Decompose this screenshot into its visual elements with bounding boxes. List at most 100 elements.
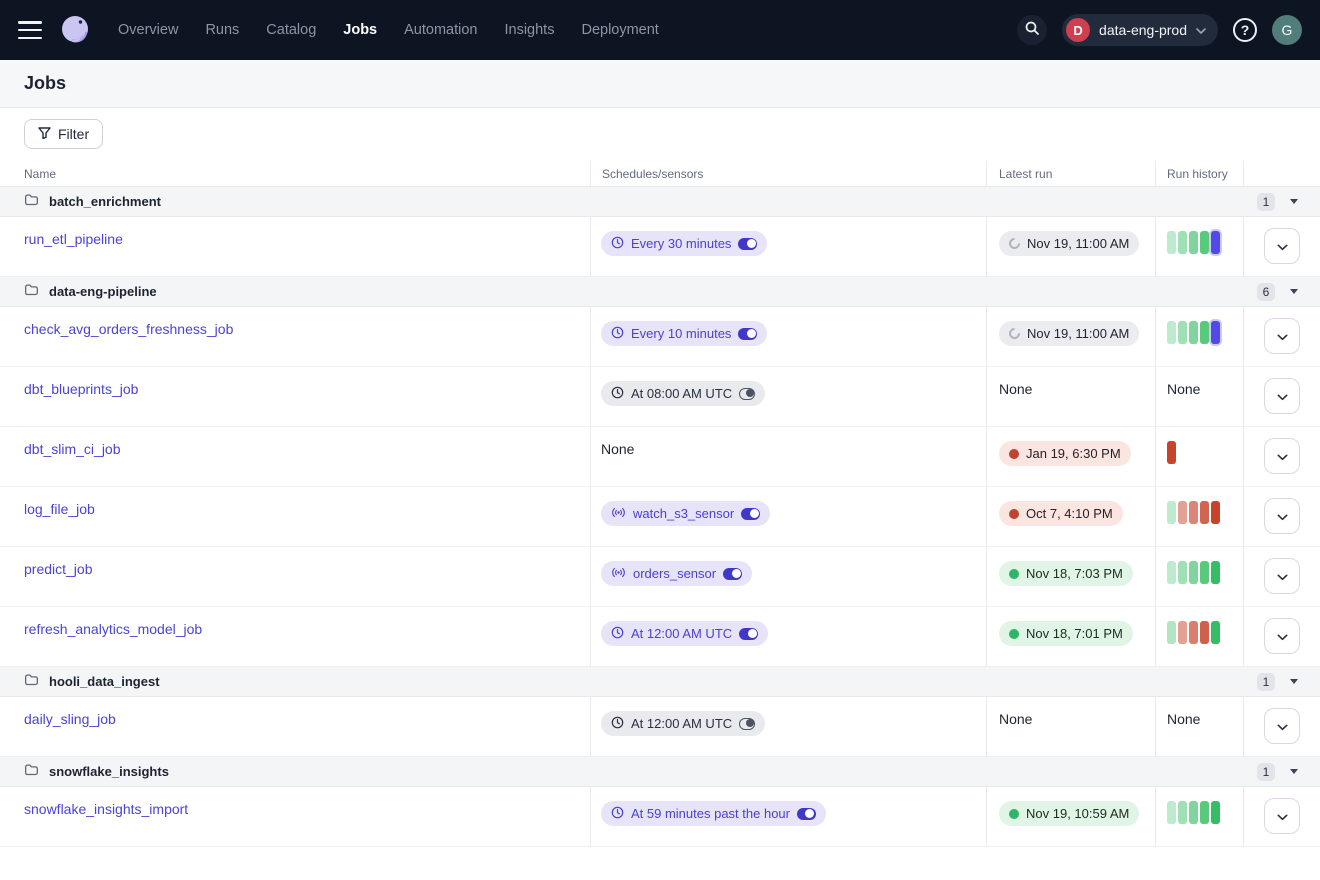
latest-run-chip[interactable]: Nov 18, 7:03 PM [999, 561, 1133, 586]
job-row-predict_job: predict_job orders_sensor Nov 18, 7:03 P… [0, 547, 1320, 607]
group-row-batch_enrichment[interactable]: batch_enrichment 1 [0, 187, 1320, 217]
expand-job-button[interactable] [1264, 618, 1300, 654]
run-history-bar[interactable] [1189, 561, 1198, 584]
run-history-bar[interactable] [1189, 801, 1198, 824]
run-history-bar[interactable] [1178, 561, 1187, 584]
run-history-bar[interactable] [1200, 501, 1209, 524]
job-link[interactable]: log_file_job [24, 501, 95, 517]
menu-icon[interactable] [18, 21, 42, 39]
expand-job-button[interactable] [1264, 498, 1300, 534]
run-history-bar[interactable] [1211, 231, 1220, 254]
nav-item-runs[interactable]: Runs [205, 22, 240, 38]
expand-job-button[interactable] [1264, 228, 1300, 264]
actions-cell [1243, 367, 1320, 426]
job-row-run_etl_pipeline: run_etl_pipeline Every 30 minutes Nov 19… [0, 217, 1320, 277]
run-history-bar[interactable] [1200, 801, 1209, 824]
run-history-bar[interactable] [1189, 231, 1198, 254]
group-row-data-eng-pipeline[interactable]: data-eng-pipeline 6 [0, 277, 1320, 307]
sensor-icon [611, 506, 626, 521]
group-row-snowflake_insights[interactable]: snowflake_insights 1 [0, 757, 1320, 787]
run-history-bar[interactable] [1211, 621, 1220, 644]
job-link[interactable]: dbt_blueprints_job [24, 381, 139, 397]
folder-icon [24, 283, 39, 301]
run-history-bar[interactable] [1167, 501, 1176, 524]
sensor-label: orders_sensor [633, 566, 717, 581]
run-history-cell [1155, 487, 1243, 546]
run-history-bar[interactable] [1167, 561, 1176, 584]
nav-item-insights[interactable]: Insights [504, 22, 555, 38]
job-link[interactable]: daily_sling_job [24, 711, 116, 727]
schedule-chip[interactable]: Every 30 minutes [601, 231, 768, 256]
nav-item-jobs[interactable]: Jobs [343, 22, 378, 38]
deployment-switcher[interactable]: D data-eng-prod [1062, 14, 1218, 46]
run-history-cell [1155, 427, 1243, 486]
expand-job-button[interactable] [1264, 318, 1300, 354]
schedule-chip[interactable]: At 12:00 AM UTC [601, 621, 769, 646]
filter-button[interactable]: Filter [24, 119, 104, 149]
group-row-hooli_data_ingest[interactable]: hooli_data_ingest 1 [0, 667, 1320, 697]
run-history-bar[interactable] [1211, 561, 1220, 584]
run-history-bar[interactable] [1167, 441, 1176, 464]
run-history-bar[interactable] [1167, 231, 1176, 254]
collapse-caret-icon[interactable] [1290, 769, 1298, 774]
column-header-name: Name [24, 166, 57, 181]
help-button[interactable]: ? [1233, 18, 1257, 42]
job-link[interactable]: check_avg_orders_freshness_job [24, 321, 234, 337]
latest-run-chip[interactable]: Nov 18, 7:01 PM [999, 621, 1133, 646]
chevron-down-icon [1196, 21, 1206, 39]
expand-job-button[interactable] [1264, 438, 1300, 474]
run-history-bar[interactable] [1211, 321, 1220, 344]
search-button[interactable] [1017, 15, 1048, 45]
run-history-bar[interactable] [1211, 501, 1220, 524]
run-history-bar[interactable] [1178, 231, 1187, 254]
expand-job-button[interactable] [1264, 708, 1300, 744]
run-history-bar[interactable] [1178, 801, 1187, 824]
run-history-bar[interactable] [1167, 801, 1176, 824]
run-history-bar[interactable] [1189, 321, 1198, 344]
sensor-chip[interactable]: watch_s3_sensor [601, 501, 771, 526]
schedule-chip[interactable]: Every 10 minutes [601, 321, 768, 346]
latest-run-chip[interactable]: Nov 19, 11:00 AM [999, 321, 1140, 346]
expand-job-button[interactable] [1264, 798, 1300, 834]
dagster-logo-icon[interactable] [56, 11, 94, 49]
nav-item-deployment[interactable]: Deployment [581, 22, 659, 38]
collapse-caret-icon[interactable] [1290, 289, 1298, 294]
collapse-caret-icon[interactable] [1290, 679, 1298, 684]
run-history-bar[interactable] [1178, 621, 1187, 644]
latest-run-chip[interactable]: Nov 19, 10:59 AM [999, 801, 1140, 826]
run-history-bar[interactable] [1178, 321, 1187, 344]
actions-cell [1243, 697, 1320, 756]
run-history-bar[interactable] [1167, 621, 1176, 644]
run-history-bar[interactable] [1189, 621, 1198, 644]
expand-job-button[interactable] [1264, 378, 1300, 414]
schedule-chip[interactable]: At 59 minutes past the hour [601, 801, 826, 826]
job-link[interactable]: snowflake_insights_import [24, 801, 189, 817]
schedule-chip[interactable]: At 12:00 AM UTC [601, 711, 766, 736]
nav-item-overview[interactable]: Overview [118, 22, 179, 38]
latest-run-chip[interactable]: Oct 7, 4:10 PM [999, 501, 1123, 526]
run-history-bar[interactable] [1211, 801, 1220, 824]
latest-run-chip[interactable]: Jan 19, 6:30 PM [999, 441, 1131, 466]
run-history-bar[interactable] [1200, 231, 1209, 254]
job-link[interactable]: dbt_slim_ci_job [24, 441, 121, 457]
run-history-bar[interactable] [1167, 321, 1176, 344]
expand-job-button[interactable] [1264, 558, 1300, 594]
collapse-caret-icon[interactable] [1290, 199, 1298, 204]
run-history-bar[interactable] [1189, 501, 1198, 524]
run-history-bar[interactable] [1200, 321, 1209, 344]
job-link[interactable]: run_etl_pipeline [24, 231, 123, 247]
nav-item-automation[interactable]: Automation [404, 22, 478, 38]
job-link[interactable]: predict_job [24, 561, 93, 577]
latest-run-chip[interactable]: Nov 19, 11:00 AM [999, 231, 1140, 256]
user-avatar[interactable]: G [1272, 15, 1302, 45]
run-history-bar[interactable] [1200, 561, 1209, 584]
job-link[interactable]: refresh_analytics_model_job [24, 621, 203, 637]
run-history-bar[interactable] [1178, 501, 1187, 524]
run-history-bar[interactable] [1200, 621, 1209, 644]
run-history-bars [1167, 561, 1243, 584]
nav-item-catalog[interactable]: Catalog [266, 22, 317, 38]
latest-run-cell: Nov 18, 7:03 PM [986, 547, 1155, 606]
schedule-chip[interactable]: At 08:00 AM UTC [601, 381, 766, 406]
sensor-chip[interactable]: orders_sensor [601, 561, 753, 586]
filter-label: Filter [58, 126, 90, 142]
